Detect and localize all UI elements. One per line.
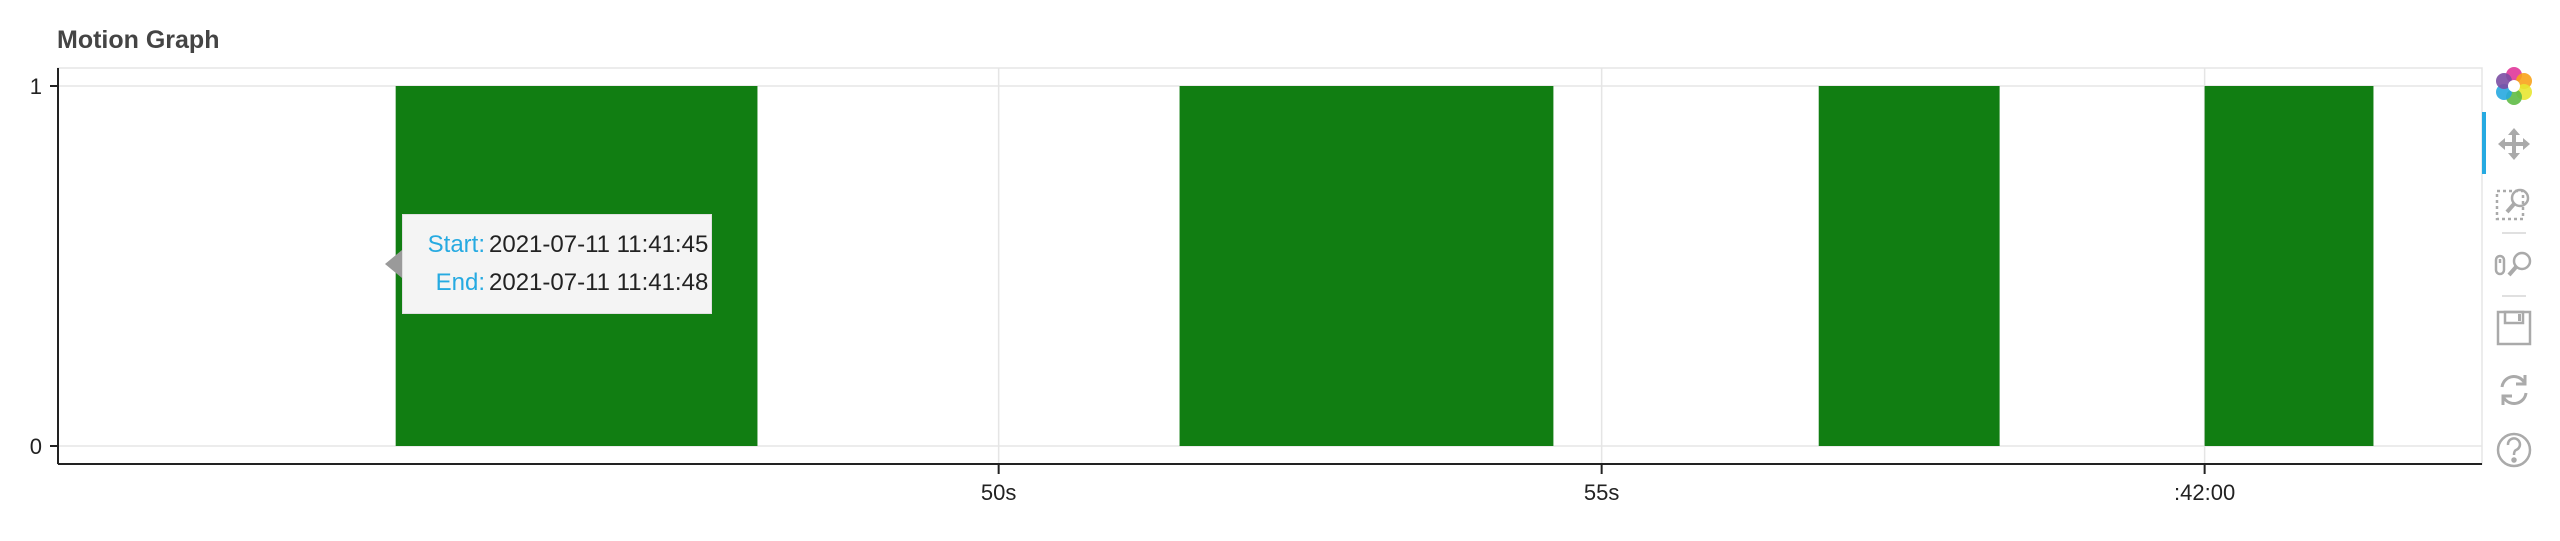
chart-title: Motion Graph xyxy=(57,26,220,54)
tooltip-arrow xyxy=(385,250,402,278)
tooltip-start-label: Start: xyxy=(427,231,485,258)
axes xyxy=(50,68,2482,474)
x-tick-label: 55s xyxy=(1584,480,1619,505)
tooltip-end-label: End: xyxy=(435,269,485,296)
motion-bar xyxy=(1179,86,1554,446)
hover-tooltip: Start: 2021-07-11 11:41:45 End: 2021-07-… xyxy=(402,214,712,314)
chart-toolbar xyxy=(2484,60,2544,540)
toolbar-separator xyxy=(2502,295,2526,297)
tooltip-end-value: 2021-07-11 11:41:48 xyxy=(489,269,709,296)
toolbar-separator xyxy=(2502,232,2526,234)
help-icon[interactable] xyxy=(2484,424,2544,476)
save-icon[interactable] xyxy=(2484,302,2544,354)
active-tool-indicator xyxy=(2482,112,2486,174)
tick-labels: 50s 55s :42:00 0 1 xyxy=(30,74,2235,505)
motion-bar xyxy=(1818,86,2000,446)
y-tick-label: 0 xyxy=(30,434,42,459)
x-tick-label: 50s xyxy=(981,480,1016,505)
reset-icon[interactable] xyxy=(2484,364,2544,416)
chart-plot[interactable]: 50s 55s :42:00 0 1 xyxy=(0,0,2484,541)
wheel-zoom-icon[interactable] xyxy=(2484,240,2544,292)
box-zoom-icon[interactable] xyxy=(2484,178,2544,230)
tooltip-start-value: 2021-07-11 11:41:45 xyxy=(489,231,709,258)
bokeh-logo-icon[interactable] xyxy=(2484,60,2544,112)
y-tick-label: 1 xyxy=(30,74,42,99)
motion-bar xyxy=(2204,86,2374,446)
x-tick-label: :42:00 xyxy=(2174,480,2235,505)
pan-icon[interactable] xyxy=(2484,118,2544,170)
